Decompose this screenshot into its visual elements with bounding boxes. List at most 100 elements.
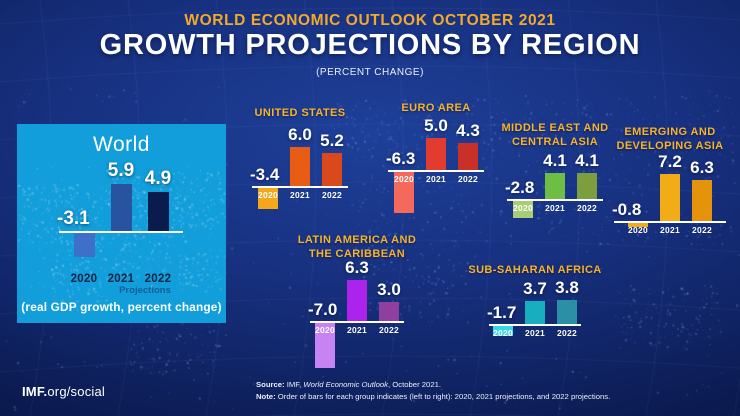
axis-line bbox=[252, 186, 348, 188]
note-text: Order of bars for each group indicates (… bbox=[275, 391, 611, 401]
bar-2022 bbox=[379, 302, 399, 322]
value-label: 4.9 bbox=[144, 168, 172, 189]
chart-title-line: EURO AREA bbox=[401, 102, 471, 114]
chart-title: LATIN AMERICA AND THE CARIBBEAN bbox=[247, 234, 467, 261]
axis-line bbox=[614, 221, 726, 223]
source-line: Source: IMF, World Economic Outlook, Oct… bbox=[256, 379, 610, 391]
bar-2021 bbox=[347, 280, 367, 322]
chart-title-line: UNITED STATES bbox=[254, 107, 346, 119]
year-label: 2022 bbox=[378, 325, 400, 335]
chart-title-line: LATIN AMERICA AND bbox=[297, 234, 417, 246]
imf-brand-bold: IMF. bbox=[22, 384, 48, 399]
chart-title: EMERGING AND DEVELOPING ASIA bbox=[560, 126, 740, 153]
bar-2022 bbox=[692, 180, 712, 222]
year-label: 2021 bbox=[289, 190, 311, 200]
world-summary-panel: World -3.1 2020 5.9 2021 4.9 2022 Projections… bbox=[17, 124, 226, 323]
chart-title: UNITED STATES bbox=[190, 107, 410, 121]
year-label: 2022 bbox=[691, 225, 713, 235]
axis-line bbox=[310, 321, 404, 323]
note-label: Note: bbox=[256, 391, 276, 401]
value-label: 6.3 bbox=[690, 158, 714, 177]
bar-2021 bbox=[290, 147, 310, 187]
imf-social-link[interactable]: IMF.org/social bbox=[22, 384, 105, 399]
value-label: -3.4 bbox=[250, 165, 280, 184]
chart-title-line: DEVELOPING ASIA bbox=[616, 139, 724, 152]
imf-brand-rest: org/social bbox=[47, 384, 105, 399]
bar-2021 bbox=[426, 138, 446, 171]
year-label: 2021 bbox=[659, 225, 681, 235]
value-label: 4.3 bbox=[456, 121, 480, 140]
bar-2021 bbox=[110, 184, 132, 232]
value-label: -2.8 bbox=[505, 178, 535, 197]
year-label: 2020 bbox=[492, 328, 514, 338]
value-label: -1.7 bbox=[487, 303, 517, 322]
year-label: 2021 bbox=[524, 328, 546, 338]
projections-label: Projections bbox=[119, 285, 171, 296]
chart-title: EURO AREA bbox=[326, 102, 546, 116]
value-label: 5.2 bbox=[320, 131, 344, 150]
year-label: 2021 bbox=[107, 273, 135, 285]
chart-title: SUB-SAHARAN AFRICA bbox=[425, 264, 645, 278]
page-subtitle: (PERCENT CHANGE) bbox=[316, 67, 424, 78]
bar-2020 bbox=[315, 322, 335, 368]
bar-2022 bbox=[322, 153, 342, 187]
year-label: 2021 bbox=[425, 174, 447, 184]
year-label: 2022 bbox=[556, 328, 578, 338]
bar-2021 bbox=[545, 173, 565, 200]
chart-title-line: THE CARIBBEAN bbox=[308, 247, 406, 260]
value-label: 5.0 bbox=[424, 116, 448, 135]
value-label: 4.1 bbox=[575, 151, 599, 170]
value-label: -6.3 bbox=[386, 149, 416, 168]
bar-2020 bbox=[394, 171, 414, 213]
value-label: -3.1 bbox=[57, 208, 90, 229]
year-label: 2020 bbox=[627, 225, 649, 235]
source-title-italic: World Economic Outlook bbox=[303, 380, 389, 389]
year-label: 2022 bbox=[457, 174, 479, 184]
year-label: 2022 bbox=[576, 203, 598, 213]
year-label: 2020 bbox=[257, 190, 279, 200]
year-label: 2020 bbox=[314, 325, 336, 335]
world-bar-chart: -3.1 2020 5.9 2021 4.9 2022 bbox=[17, 124, 226, 323]
value-label: -7.0 bbox=[308, 300, 338, 319]
note-line: Note: Order of bars for each group indic… bbox=[256, 391, 610, 403]
chart-title-line: CENTRAL ASIA bbox=[511, 135, 599, 148]
footnotes: Source: IMF, World Economic Outlook, Oct… bbox=[256, 379, 610, 402]
axis-line bbox=[489, 324, 581, 326]
world-panel-title: World bbox=[93, 133, 150, 156]
bar-2020 bbox=[258, 187, 278, 209]
world-panel-caption: (real GDP growth, percent change) bbox=[21, 300, 222, 314]
value-label: 7.2 bbox=[658, 152, 682, 171]
year-label: 2020 bbox=[393, 174, 415, 184]
report-kicker: WORLD ECONOMIC OUTLOOK OCTOBER 2021 bbox=[184, 12, 556, 29]
value-label: 3.7 bbox=[523, 279, 547, 298]
value-label: 3.0 bbox=[377, 280, 401, 299]
source-text: IMF, bbox=[284, 380, 304, 389]
value-label: 4.1 bbox=[543, 151, 567, 170]
chart-title: MIDDLE EAST AND CENTRAL ASIA bbox=[445, 122, 665, 149]
bar-2021 bbox=[525, 301, 545, 325]
bar-2022 bbox=[557, 300, 577, 325]
bar-2021 bbox=[660, 174, 680, 222]
bar-2020 bbox=[493, 325, 513, 336]
chart-title-line: MIDDLE EAST AND bbox=[501, 122, 609, 134]
year-label: 2021 bbox=[346, 325, 368, 335]
bar-2022 bbox=[577, 173, 597, 200]
axis-line bbox=[507, 199, 603, 201]
source-text-end: , October 2021. bbox=[388, 380, 442, 389]
value-label: 6.0 bbox=[288, 125, 312, 144]
source-label: Source: bbox=[256, 380, 285, 389]
year-label: 2022 bbox=[321, 190, 343, 200]
year-label: 2020 bbox=[512, 203, 534, 213]
bar-2022 bbox=[147, 192, 169, 232]
year-label: 2021 bbox=[544, 203, 566, 213]
year-label: 2020 bbox=[70, 273, 98, 285]
axis-line bbox=[388, 170, 484, 172]
value-label: -0.8 bbox=[612, 200, 642, 219]
axis-line bbox=[59, 231, 183, 233]
page-title: GROWTH PROJECTIONS BY REGION bbox=[99, 29, 641, 61]
value-label: 3.8 bbox=[555, 278, 579, 297]
chart-title-line: SUB-SAHARAN AFRICA bbox=[468, 264, 602, 276]
year-label: 2022 bbox=[144, 273, 172, 285]
